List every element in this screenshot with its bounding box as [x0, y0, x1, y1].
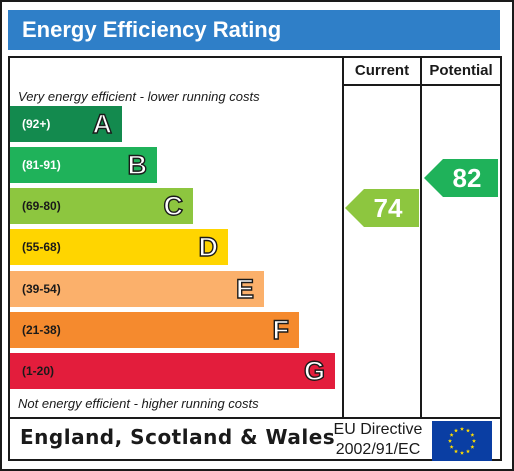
arrow-shape — [345, 189, 419, 227]
band-range: (55-68) — [22, 240, 61, 254]
band-range: (81-91) — [22, 158, 61, 172]
band-letter: G — [303, 355, 325, 386]
star-icon — [449, 432, 454, 437]
current-column-header: Current — [354, 62, 410, 79]
divider — [8, 417, 502, 419]
current-arrow-fill — [345, 189, 419, 227]
potential-column-header: Potential — [429, 62, 493, 79]
star-icon — [470, 444, 475, 449]
star-icon — [453, 449, 459, 454]
divider — [342, 56, 344, 419]
potential-rating-arrow: 82 — [424, 159, 498, 197]
eu-flag-icon — [432, 421, 492, 461]
directive-line-2: 2002/91/EC — [335, 441, 421, 458]
divider — [342, 84, 502, 86]
band-letter: A — [92, 108, 113, 139]
eu-directive: EU Directive 2002/91/EC — [330, 420, 426, 460]
star-icon — [465, 449, 471, 454]
flag-stars — [447, 426, 477, 455]
star-icon — [447, 438, 453, 443]
directive-line-1: EU Directive — [333, 421, 423, 438]
band-range: (1-20) — [22, 364, 55, 378]
potential-rating-value: 82 — [452, 163, 482, 193]
rating-band-c: (69-80) C — [10, 188, 193, 224]
current-rating-value: 74 — [373, 193, 403, 223]
star-icon — [459, 426, 465, 431]
band-letter: F — [272, 314, 290, 345]
rating-band-g: (1-20) G — [10, 353, 335, 389]
band-letter: B — [127, 149, 148, 180]
divider — [420, 56, 422, 419]
potential-arrow-fill — [424, 159, 498, 197]
page-title: Energy Efficiency Rating — [8, 10, 500, 50]
band-letter: C — [163, 190, 184, 221]
rating-band-a: (92+) A — [10, 106, 122, 142]
arrow-shape — [424, 159, 498, 197]
star-icon — [465, 428, 471, 433]
rating-table — [8, 56, 502, 461]
star-icon — [453, 428, 459, 433]
band-range: (21-38) — [22, 323, 61, 337]
star-icon — [449, 444, 454, 449]
rating-band-d: (55-68) D — [10, 229, 228, 265]
star-icon — [470, 432, 475, 437]
bottom-note: Not energy efficient - higher running co… — [18, 396, 259, 411]
star-icon — [459, 450, 465, 455]
rating-band-b: (81-91) B — [10, 147, 157, 183]
rating-band-f: (21-38) F — [10, 312, 299, 348]
rating-band-e: (39-54) E — [10, 271, 264, 307]
current-rating-arrow: 74 — [345, 189, 419, 227]
star-icon — [471, 438, 477, 443]
band-letter: E — [235, 273, 254, 304]
band-letter: D — [198, 231, 219, 262]
band-range: (39-54) — [22, 282, 61, 296]
top-note: Very energy efficient - lower running co… — [18, 89, 260, 104]
band-range: (69-80) — [22, 199, 61, 213]
band-range: (92+) — [22, 117, 51, 131]
region-label: England, Scotland & Wales — [20, 425, 336, 449]
